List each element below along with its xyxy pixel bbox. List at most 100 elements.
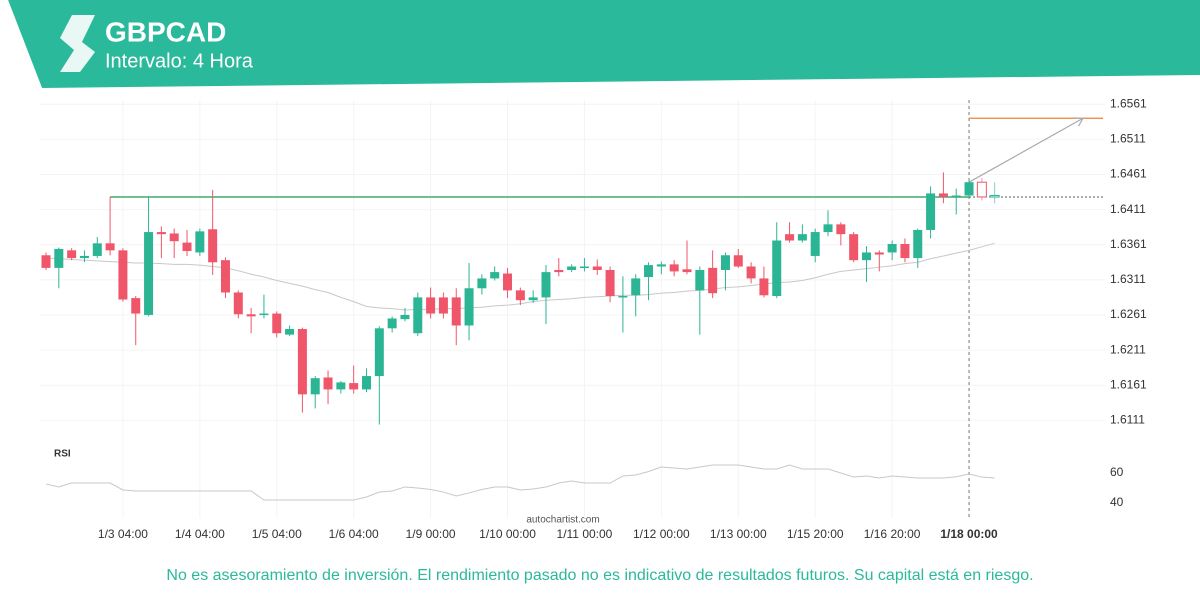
candle-body [272, 313, 282, 334]
candle-body [413, 297, 423, 334]
candle-body [79, 255, 89, 259]
candle-body [631, 278, 641, 296]
candle-body [349, 383, 359, 390]
x-tick-label: 1/6 04:00 [329, 527, 379, 541]
y-tick-label: 1.6461 [1110, 167, 1147, 181]
candle-body [426, 297, 436, 314]
logo [60, 15, 95, 72]
x-tick-label: 1/10 00:00 [479, 527, 536, 541]
candle-body [118, 250, 128, 300]
x-tick-label: 1/5 04:00 [252, 527, 302, 541]
candle-body [464, 288, 474, 326]
candle-body [554, 270, 564, 273]
candle-body [67, 250, 77, 259]
candle-body [131, 298, 141, 314]
x-tick-label: 1/4 04:00 [175, 527, 225, 541]
candle-body [887, 244, 897, 253]
candle-body [682, 269, 692, 273]
candle-body [220, 260, 230, 293]
candle-body [849, 234, 859, 261]
candle-body [490, 272, 500, 279]
candle-body [695, 270, 705, 291]
candle-body [92, 243, 102, 256]
candle-body [195, 231, 205, 253]
x-tick-label: 1/16 20:00 [864, 527, 921, 541]
candle-body [785, 234, 795, 241]
candle-body [797, 234, 807, 241]
candle-body [708, 267, 718, 294]
candle-body [951, 195, 961, 198]
candle-body [810, 232, 820, 256]
candle-body [836, 224, 846, 235]
x-tick-label: 1/11 00:00 [557, 527, 613, 541]
candle-body [861, 252, 871, 261]
candle-body [374, 328, 384, 377]
x-tick-label: 1/9 00:00 [406, 527, 456, 541]
y-tick-label: 1.6361 [1110, 237, 1147, 251]
disclaimer: No es asesoramiento de inversión. El ren… [166, 567, 1033, 584]
candle-body [759, 278, 769, 296]
candle-body [913, 229, 923, 259]
candle-body [246, 314, 256, 317]
y-tick-label: 1.6511 [1110, 132, 1146, 146]
x-tick-label: 1/13 00:00 [710, 527, 767, 541]
candle-body [477, 278, 487, 289]
candle-body [926, 193, 936, 230]
rsi-line [45, 464, 995, 501]
candle-body [592, 266, 602, 270]
y-tick-label: 1.6311 [1110, 272, 1146, 286]
candle-body [874, 252, 884, 255]
candle-body [503, 273, 513, 291]
x-tick-label: 1/15 20:00 [787, 527, 844, 541]
header-band [8, 0, 1200, 88]
candle-body [259, 313, 269, 316]
rsi-tick-label: 40 [1110, 495, 1124, 509]
candle-body [285, 329, 295, 335]
candle-body [605, 270, 615, 296]
y-tick-label: 1.6161 [1110, 377, 1147, 391]
candle-body [541, 272, 551, 298]
y-tick-label: 1.6261 [1110, 307, 1147, 321]
candle-body [169, 233, 179, 242]
candle-body [41, 255, 51, 268]
candle-body [387, 318, 397, 329]
y-tick-label: 1.6411 [1110, 202, 1146, 216]
x-tick-label: 1/3 04:00 [98, 527, 148, 541]
candle-body [720, 255, 730, 270]
candle-body [54, 248, 64, 268]
y-tick-label: 1.6561 [1110, 96, 1147, 110]
candle-body [733, 255, 743, 267]
y-tick-label: 1.6111 [1110, 413, 1145, 427]
candle-body [400, 314, 410, 320]
candle-body [669, 264, 679, 272]
candle-body [451, 297, 461, 326]
candle-body [208, 229, 218, 263]
candle-body [579, 266, 589, 268]
candle-body [156, 232, 166, 235]
candle-body [105, 243, 115, 251]
candle-body [182, 242, 192, 252]
chart-subtitle: Intervalo: 4 Hora [105, 50, 254, 72]
candle-body [746, 266, 756, 279]
candle-body [900, 244, 910, 259]
candle-body [297, 329, 307, 395]
rsi-label: RSI [54, 449, 71, 460]
rsi-tick-label: 60 [1110, 465, 1124, 479]
candle-body [656, 264, 666, 267]
candle-body [567, 266, 577, 270]
candle-body [336, 382, 346, 390]
candle-body [823, 224, 833, 233]
candle-body [528, 297, 538, 301]
candle-body [964, 182, 974, 196]
candle-body [618, 295, 628, 298]
header-corner [0, 0, 42, 88]
candle-body [989, 195, 1000, 198]
x-tick-label: 1/12 00:00 [633, 527, 690, 541]
arrow-head [1073, 117, 1085, 127]
y-tick-label: 1.6211 [1110, 342, 1146, 356]
candle-body [323, 377, 333, 390]
x-tick-label: 1/18 00:00 [940, 527, 998, 541]
candle-body [310, 378, 320, 395]
candle-body [144, 232, 154, 315]
candle-body [515, 290, 525, 301]
